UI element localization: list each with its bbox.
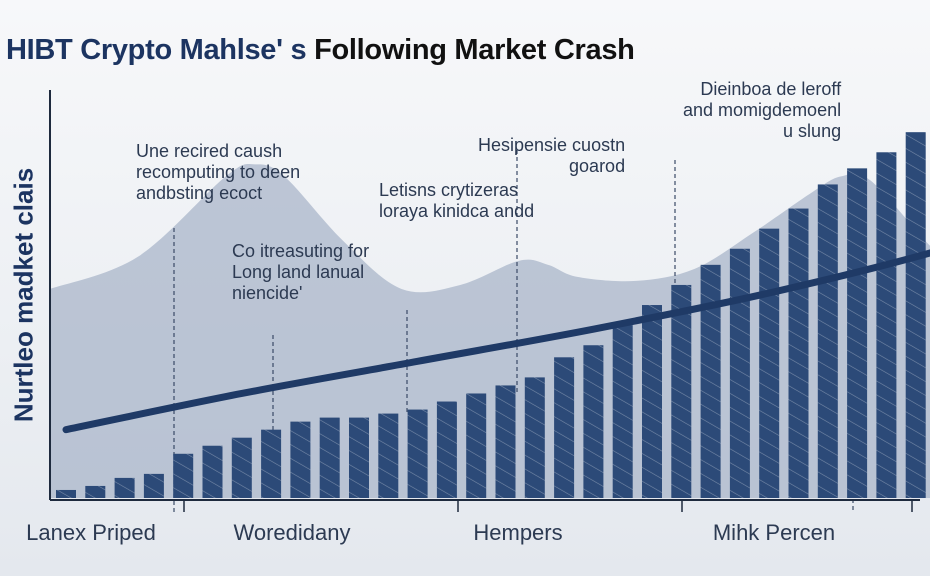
bar-texture-16 bbox=[495, 385, 516, 498]
bar-texture-7 bbox=[231, 437, 252, 498]
bar-texture-15 bbox=[466, 393, 487, 498]
bar-texture-1 bbox=[56, 489, 76, 498]
bar-texture-26 bbox=[788, 208, 809, 498]
bar-texture-10 bbox=[319, 417, 340, 498]
bar-texture-27 bbox=[817, 184, 838, 498]
annotation-3: Letisns crytizeras loraya kinidca andd bbox=[379, 180, 535, 221]
y-axis-label: Nurtleo madket clais bbox=[8, 167, 39, 423]
x-tick-label-4: Mihk Percen bbox=[712, 520, 836, 545]
bar-texture-18 bbox=[554, 357, 575, 498]
bar-texture-25 bbox=[759, 228, 780, 498]
bar-texture-5 bbox=[173, 453, 194, 498]
x-tick-label-3: Hempers bbox=[473, 520, 563, 545]
chart-title-part1: HIBT Crypto Mahlse' s bbox=[6, 34, 307, 66]
bar-texture-6 bbox=[202, 445, 223, 498]
bar-texture-14 bbox=[436, 401, 457, 498]
trend-arrow bbox=[62, 249, 930, 434]
chart-title: HIBT Crypto Mahlse' s Following Market C… bbox=[6, 34, 635, 67]
annotation-2: Co itreasuting for Long land lanual nien… bbox=[232, 241, 370, 303]
bar-texture-8 bbox=[261, 429, 282, 498]
annotation-4: Hesipensie cuostn goarod bbox=[478, 135, 626, 176]
annotation-5: Dieinboa de leroff and momigdemoenl u sl… bbox=[683, 79, 842, 141]
x-tick-label-2: Woredidany bbox=[233, 520, 351, 545]
annotation-1: Une recired caush recomputing to deen an… bbox=[136, 141, 301, 203]
chart-title-part2: Following Market Crash bbox=[314, 34, 635, 66]
bar-texture-2 bbox=[85, 485, 106, 498]
bar-texture-3 bbox=[114, 477, 135, 498]
bar-texture-12 bbox=[378, 413, 399, 498]
bar-texture-4 bbox=[143, 473, 164, 498]
bar-texture-13 bbox=[407, 409, 428, 498]
bar-texture-9 bbox=[290, 421, 311, 498]
x-tick-label-1: Lanex Priped bbox=[26, 520, 156, 545]
bar-texture-21 bbox=[642, 305, 662, 498]
bar-texture-17 bbox=[524, 377, 545, 498]
bar-texture-30 bbox=[905, 132, 926, 498]
bar-texture-20 bbox=[612, 325, 633, 498]
bar-texture-11 bbox=[349, 417, 369, 498]
bar-texture-29 bbox=[876, 152, 897, 498]
bar-texture-28 bbox=[847, 168, 868, 499]
bar-texture-24 bbox=[729, 248, 750, 498]
bar-texture-19 bbox=[583, 345, 604, 498]
bar-texture-23 bbox=[700, 264, 721, 498]
bar-texture-22 bbox=[671, 284, 692, 498]
